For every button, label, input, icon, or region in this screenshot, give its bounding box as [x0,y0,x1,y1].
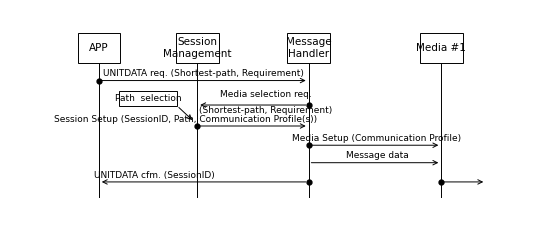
Text: Media Setup (Communication Profile): Media Setup (Communication Profile) [293,134,461,143]
Text: APP: APP [89,43,109,53]
FancyBboxPatch shape [176,33,219,63]
Text: Session Setup (SessionID, Path, Communication Profile(s)): Session Setup (SessionID, Path, Communic… [54,115,317,124]
Text: Message data: Message data [346,151,408,160]
Text: Path  selection: Path selection [115,94,182,104]
Text: UNITDATA req. (Shortest-path, Requirement): UNITDATA req. (Shortest-path, Requiremen… [103,69,304,78]
Text: Session
Management: Session Management [163,37,232,59]
FancyBboxPatch shape [77,33,120,63]
Text: UNITDATA cfm. (SessionID): UNITDATA cfm. (SessionID) [94,171,215,180]
FancyBboxPatch shape [119,91,177,106]
Text: Message
Handler: Message Handler [286,37,331,59]
Text: Media #1: Media #1 [416,43,466,53]
FancyBboxPatch shape [420,33,463,63]
Text: (Shortest-path, Requirement): (Shortest-path, Requirement) [199,106,332,115]
FancyBboxPatch shape [287,33,330,63]
Text: Media selection req.: Media selection req. [220,90,312,99]
